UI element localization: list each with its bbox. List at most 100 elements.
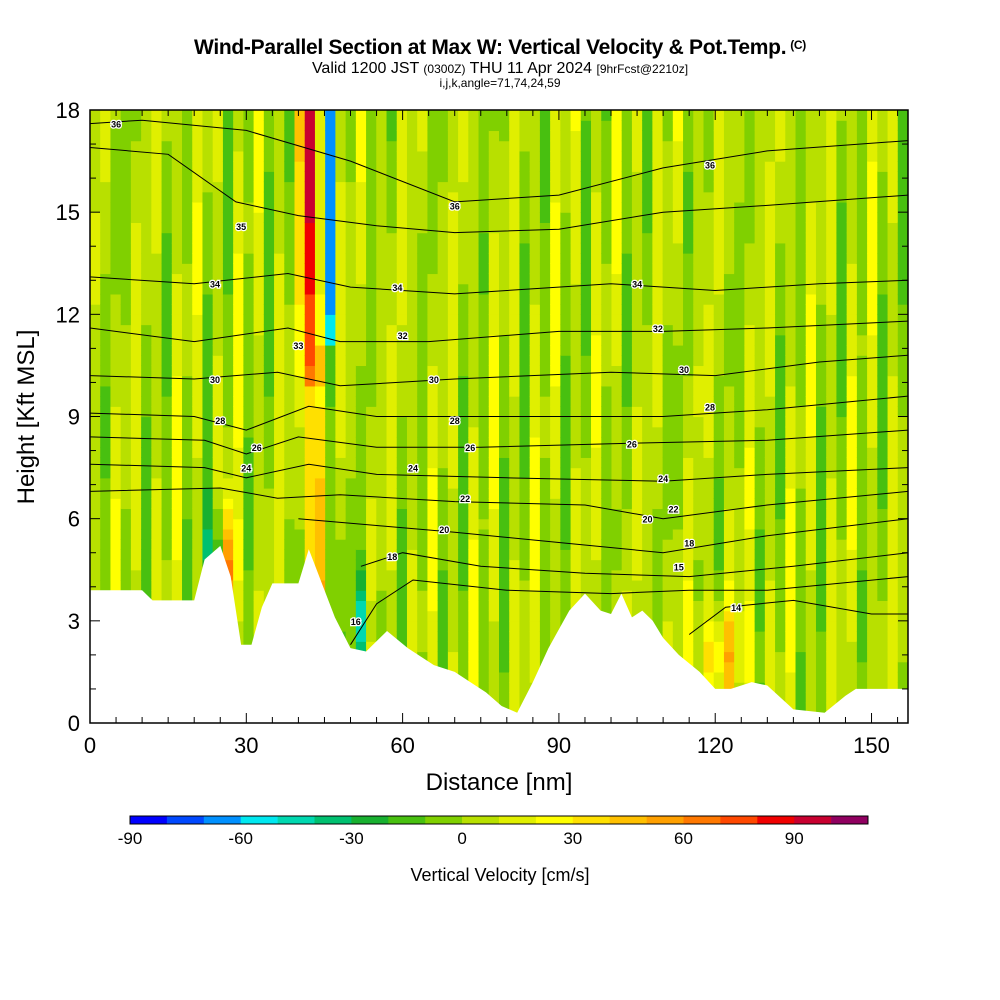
velocity-cell [529, 212, 541, 223]
velocity-cell [437, 641, 449, 653]
velocity-cell [713, 528, 725, 540]
velocity-cell [488, 447, 500, 458]
velocity-cell [723, 488, 735, 499]
velocity-cell [642, 140, 653, 152]
velocity-cell [222, 273, 234, 285]
velocity-cell [703, 242, 715, 254]
velocity-cell [141, 130, 152, 142]
velocity-cell [396, 610, 408, 622]
velocity-cell [887, 569, 899, 581]
velocity-cell [355, 426, 367, 438]
velocity-cell [294, 396, 306, 407]
velocity-cell [826, 201, 838, 213]
velocity-cell [202, 232, 214, 244]
velocity-cell [458, 334, 469, 346]
velocity-cell [805, 334, 817, 346]
velocity-cell [836, 498, 848, 510]
colorbar-swatch [535, 816, 574, 824]
velocity-cell [560, 528, 572, 540]
velocity-cell [652, 365, 664, 377]
velocity-cell [253, 539, 265, 550]
velocity-cell [478, 201, 490, 213]
velocity-cell [253, 344, 265, 356]
velocity-cell [591, 457, 602, 469]
velocity-cell [897, 293, 908, 305]
velocity-cell [754, 365, 766, 377]
velocity-cell [652, 253, 664, 264]
velocity-cell [458, 181, 469, 193]
velocity-cell [601, 110, 613, 121]
velocity-cell [100, 181, 112, 193]
velocity-cell [836, 222, 848, 234]
velocity-cell [723, 671, 735, 683]
velocity-cell [631, 467, 643, 479]
velocity-cell [723, 293, 735, 305]
velocity-cell [580, 253, 592, 264]
velocity-cell [253, 191, 265, 203]
velocity-cell [805, 436, 817, 448]
velocity-cell [499, 559, 510, 571]
velocity-cell [427, 579, 439, 591]
velocity-cell [683, 253, 694, 264]
velocity-cell [642, 508, 653, 520]
velocity-cell [897, 283, 908, 295]
velocity-cell [897, 212, 908, 223]
velocity-cell [887, 406, 899, 418]
velocity-cell [846, 263, 858, 275]
velocity-cell [591, 263, 602, 275]
velocity-cell [151, 436, 163, 448]
velocity-cell [693, 620, 705, 632]
velocity-cell [294, 283, 306, 295]
velocity-cell [458, 477, 469, 489]
velocity-cell [672, 375, 684, 387]
velocity-cell [345, 610, 357, 622]
velocity-cell [396, 426, 408, 438]
velocity-cell [355, 579, 367, 591]
theta-label: 16 [351, 617, 361, 627]
velocity-cell [550, 528, 561, 540]
velocity-cell [887, 416, 899, 428]
velocity-cell [222, 201, 234, 213]
velocity-cell [611, 416, 623, 428]
velocity-cell [406, 344, 418, 356]
velocity-cell [836, 334, 848, 346]
velocity-cell [734, 304, 745, 315]
velocity-cell [427, 457, 439, 469]
velocity-cell [447, 201, 459, 213]
velocity-cell [304, 171, 316, 183]
velocity-cell [815, 488, 827, 499]
velocity-cell [90, 375, 101, 387]
velocity-cell [785, 620, 797, 632]
velocity-cell [478, 631, 490, 642]
velocity-cell [253, 457, 265, 469]
velocity-cell [580, 488, 592, 499]
velocity-cell [723, 355, 735, 367]
velocity-cell [754, 171, 766, 183]
velocity-cell [846, 150, 858, 162]
velocity-cell [785, 692, 797, 704]
velocity-cell [611, 498, 623, 510]
velocity-cell [509, 232, 521, 244]
velocity-cell [468, 140, 480, 152]
velocity-cell [141, 201, 152, 213]
velocity-cell [887, 171, 899, 183]
velocity-cell [642, 263, 653, 275]
velocity-cell [243, 222, 255, 234]
velocity-cell [141, 232, 152, 244]
velocity-cell [591, 334, 602, 346]
velocity-cell [713, 610, 725, 622]
velocity-cell [325, 436, 336, 448]
velocity-cell [171, 416, 183, 428]
velocity-cell [580, 355, 592, 367]
velocity-cell [253, 549, 265, 561]
velocity-cell [458, 263, 469, 275]
velocity-cell [887, 324, 899, 336]
velocity-cell [366, 549, 377, 561]
velocity-cell [856, 150, 868, 162]
velocity-cell [785, 263, 797, 275]
velocity-cell [560, 334, 572, 346]
velocity-cell [304, 396, 316, 407]
velocity-cell [120, 171, 132, 183]
velocity-cell [775, 201, 786, 213]
velocity-cell [314, 293, 326, 305]
